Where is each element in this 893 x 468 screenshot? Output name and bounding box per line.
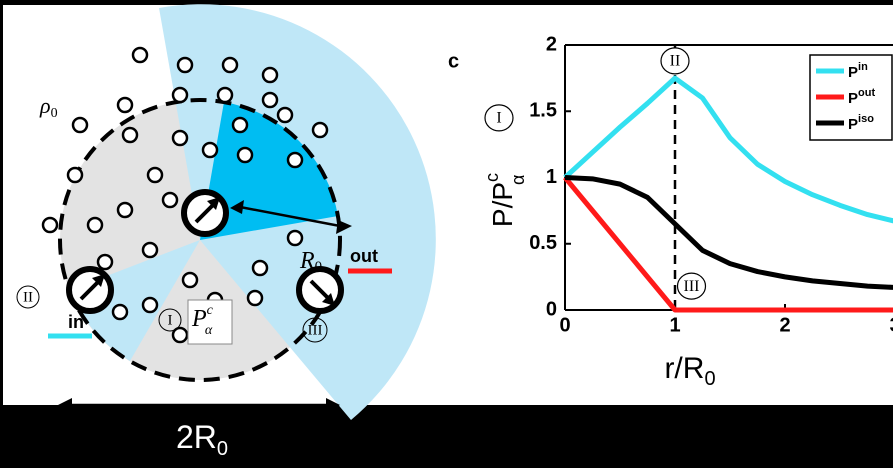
y-tick-label: 1 (546, 166, 557, 188)
marker-1: I (168, 312, 173, 328)
x-tick-label: 1 (669, 314, 680, 336)
legend-sup: in (858, 61, 868, 73)
y-tick-label: 0 (546, 298, 557, 320)
x-label-sub: 0 (704, 368, 715, 390)
annotation: II (670, 53, 681, 70)
power-sup: c (207, 303, 214, 318)
legend-name: P (848, 90, 858, 107)
power-sub: α (205, 323, 213, 338)
diameter-symbol: 2R (176, 419, 217, 455)
marker-3: III (308, 322, 323, 338)
rho-symbol: ρ (39, 93, 51, 118)
legend-sup: iso (858, 113, 874, 125)
annotation: I (496, 110, 501, 127)
legend-sup: out (858, 87, 875, 99)
diameter-sub: 0 (217, 438, 228, 460)
y-label-text: P/P (487, 182, 518, 227)
y-tick-label: 0.5 (529, 232, 557, 254)
y-label-sup: c (482, 173, 502, 182)
y-tick-label: 1.5 (529, 100, 557, 122)
page: {"diagram": { "rho": {"symbol": "ρ", "su… (0, 0, 893, 468)
y-tick-label: 2 (546, 33, 557, 55)
x-tick-label: 0 (559, 314, 570, 336)
y-label-sub: α (508, 175, 528, 185)
radius-sub: 0 (315, 259, 323, 275)
legend-name: P (848, 64, 858, 81)
port-in: in (68, 312, 84, 332)
radius-symbol: R (299, 248, 315, 274)
port-out: out (350, 246, 378, 266)
legend-name: P (848, 116, 858, 133)
figure: ρ0 R0 Pcα in out I II III 2R0 c r/R0 P/P… (0, 0, 893, 468)
diameter-label: 2R0 (176, 419, 228, 460)
x-tick-label: 2 (779, 314, 790, 336)
annotation: III (684, 278, 700, 295)
x-label-text: r/R (664, 352, 704, 385)
rho-sub: 0 (51, 106, 58, 121)
x-tick-label: 3 (889, 314, 893, 336)
panel-label: c (448, 50, 459, 72)
marker-2: II (23, 289, 33, 305)
